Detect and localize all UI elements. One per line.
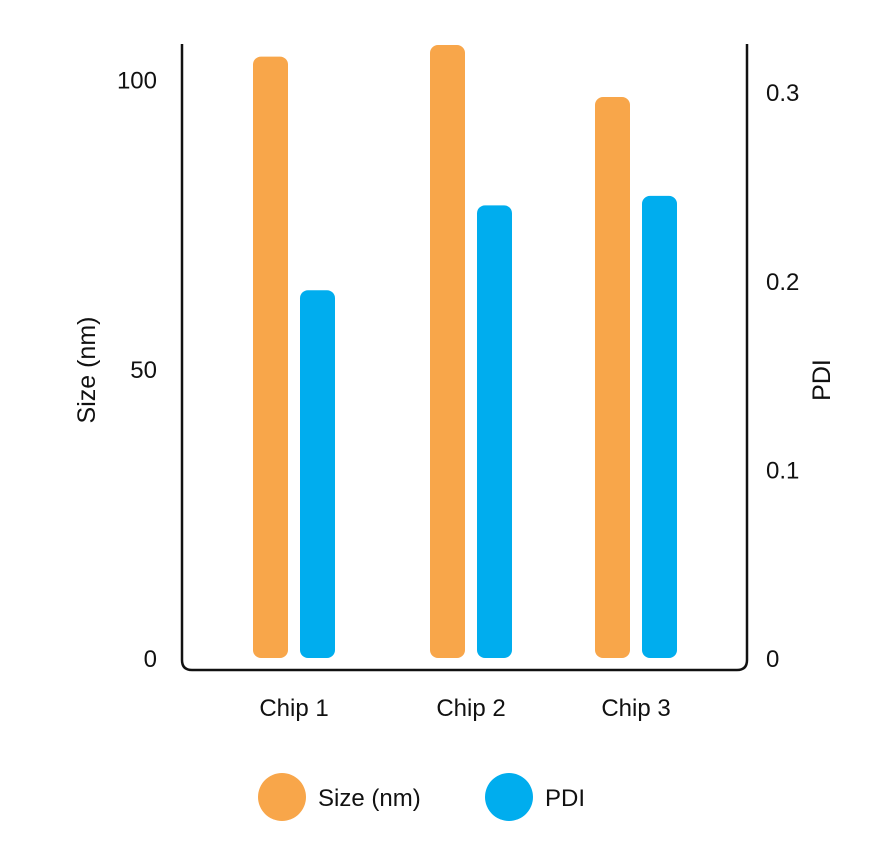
y-tick-label: 50 xyxy=(130,357,157,384)
x-tick-label: Chip 2 xyxy=(436,695,505,722)
legend-swatch-pdi xyxy=(485,773,533,821)
bar-size-1 xyxy=(253,56,288,658)
bar-pdi-3 xyxy=(642,195,677,658)
bars xyxy=(253,45,677,659)
left-axis-ticks: 0 50 100 xyxy=(117,68,157,673)
x-tick-label: Chip 1 xyxy=(259,695,328,722)
right-axis-ticks: 0 0.1 0.2 0.3 xyxy=(766,80,799,673)
y-tick-label: 0 xyxy=(144,646,157,673)
legend-swatch-size xyxy=(258,773,306,821)
y2-tick-label: 0.3 xyxy=(766,80,799,107)
y-axis-label: Size (nm) xyxy=(73,317,101,424)
y-tick-label: 100 xyxy=(117,68,157,95)
legend-label-pdi: PDI xyxy=(545,785,585,812)
bar-size-3 xyxy=(595,97,630,658)
bar-size-2 xyxy=(430,45,465,658)
y2-tick-label: 0.2 xyxy=(766,269,799,296)
y2-axis-label: PDI xyxy=(808,359,836,401)
y2-tick-label: 0 xyxy=(766,646,779,673)
x-axis-ticks: Chip 1 Chip 2 Chip 3 xyxy=(259,695,670,722)
bar-pdi-1 xyxy=(300,290,335,658)
bar-pdi-2 xyxy=(477,205,512,659)
x-tick-label: Chip 3 xyxy=(601,695,670,722)
legend-label-size: Size (nm) xyxy=(318,785,421,812)
axis-frame xyxy=(180,44,749,672)
legend: Size (nm) PDI xyxy=(258,773,585,821)
y2-tick-label: 0.1 xyxy=(766,457,799,484)
